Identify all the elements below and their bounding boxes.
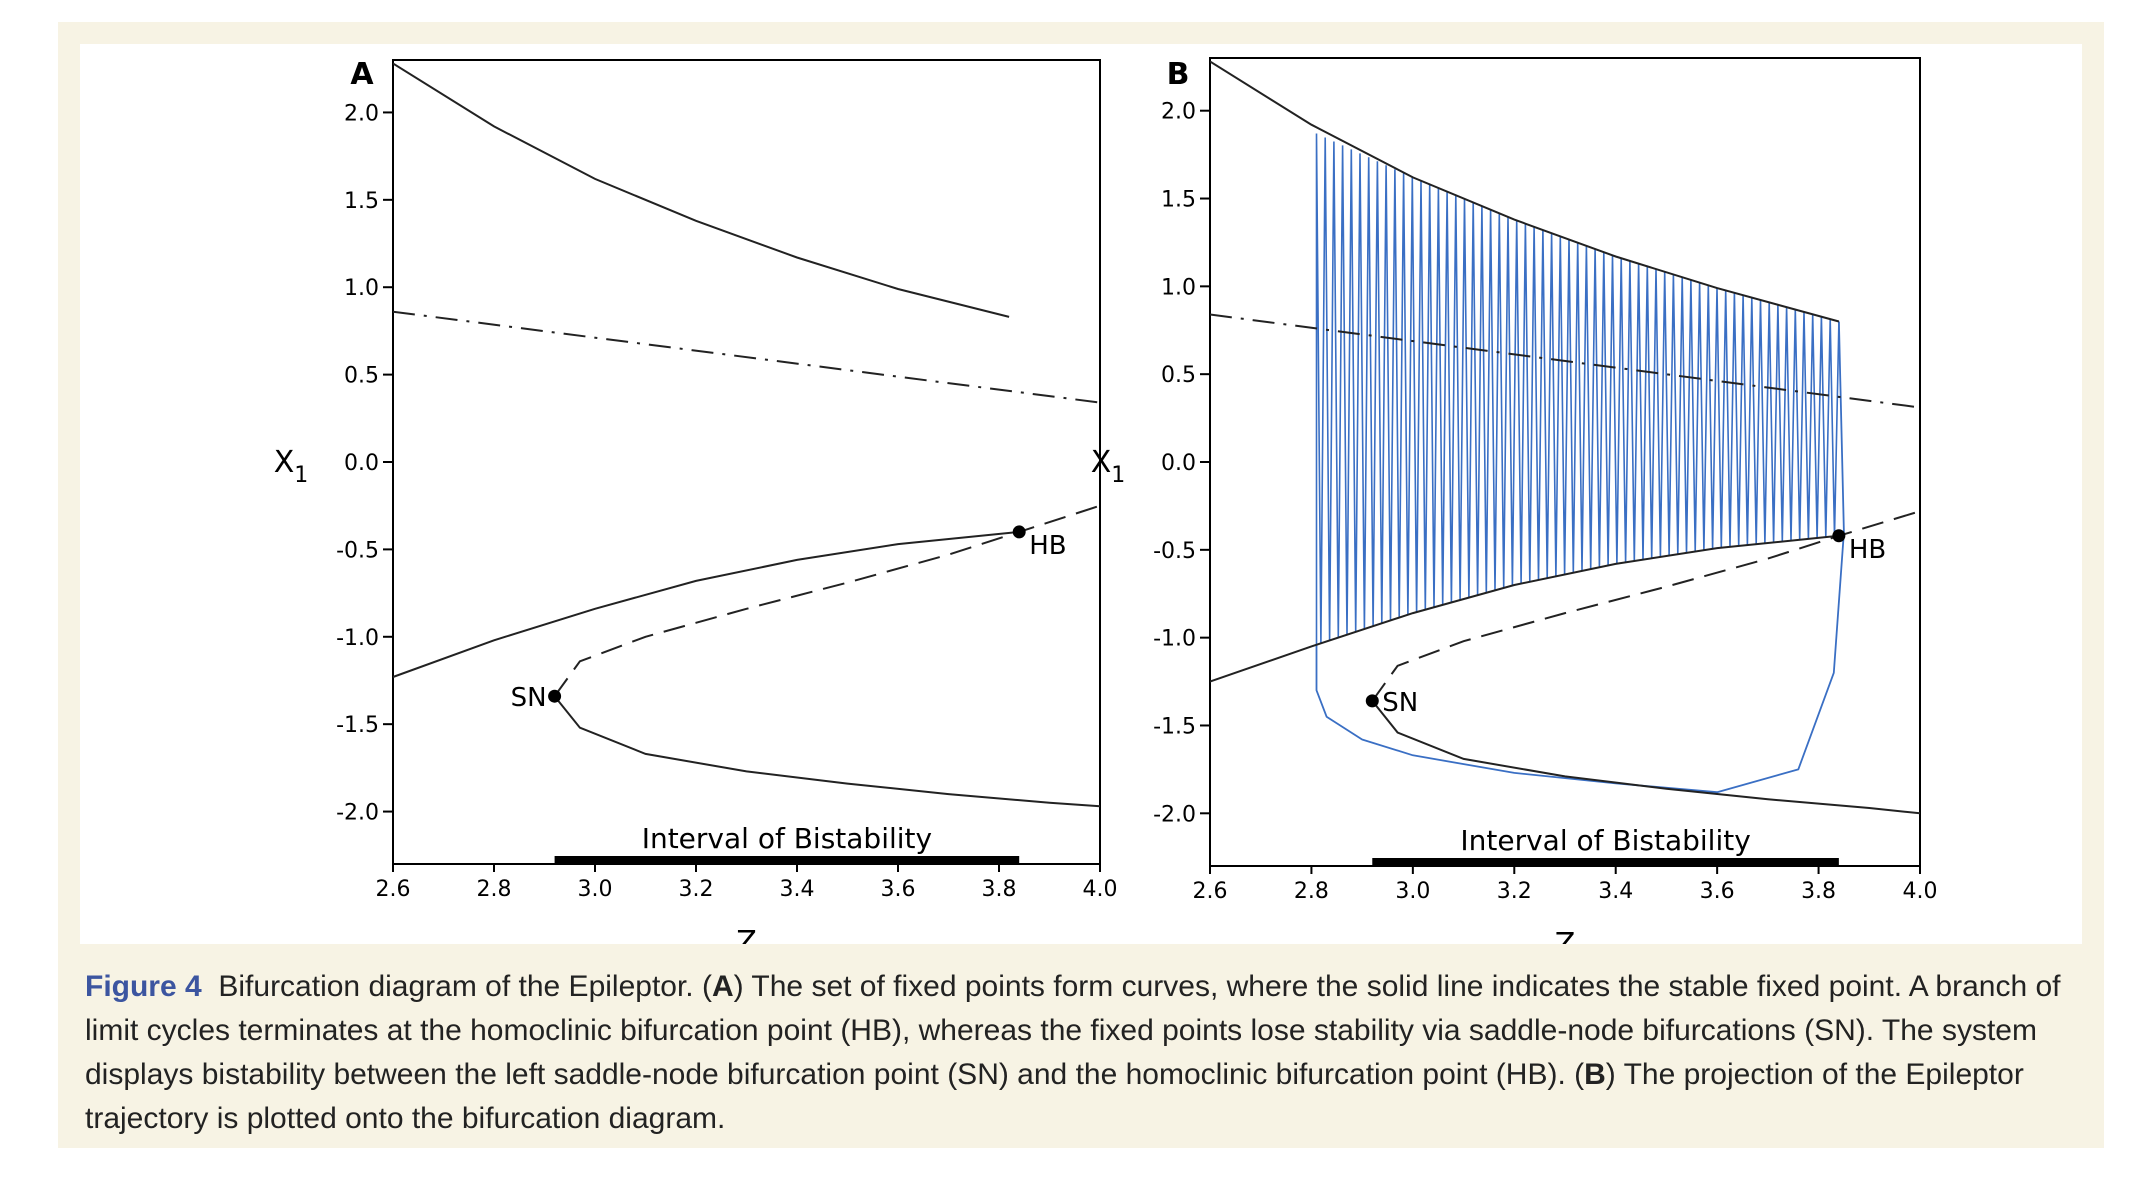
figure-label: Figure 4: [85, 970, 202, 1003]
point-hb: [1012, 525, 1026, 539]
trajectory-return-path: [1315, 321, 1845, 794]
figure-caption: Figure 4 Bifurcation diagram of the Epil…: [85, 965, 2075, 1141]
x-tick-label: 2.6: [1193, 879, 1228, 904]
plot-area: A 2.0 1.5 1.0 0.5 0.0 -0.5 -1.0 -1.5 -2.0 2.6 2.8 3.…: [80, 44, 2082, 944]
bistability-bar: [554, 856, 1020, 864]
plot-content: [393, 62, 1100, 808]
y-tick-label: -0.5: [336, 538, 379, 563]
caption-letter-b: B: [1584, 1058, 1606, 1091]
x-tick-label: 3.4: [780, 877, 815, 902]
figure-container: A 2.0 1.5 1.0 0.5 0.0 -0.5 -1.0 -1.5 -2.0 2.6 2.8 3.…: [58, 22, 2104, 1148]
y-tick-label: -2.0: [336, 801, 379, 826]
y-tick-label: 1.5: [1161, 188, 1196, 213]
x-tick-label: 3.0: [578, 877, 613, 902]
x-axis-title: Z: [1555, 927, 1576, 944]
curve-dash-dot: [1210, 313, 1920, 409]
panel-letter-a: A: [350, 57, 374, 92]
point-hb: [1832, 529, 1846, 543]
x-tick-label: 3.6: [1700, 879, 1735, 904]
y-axis-subscript: 1: [1111, 463, 1125, 488]
y-tick-label: 1.5: [344, 189, 379, 214]
x-tick-label: 3.2: [1497, 879, 1532, 904]
y-tick-label: -1.5: [1153, 714, 1196, 739]
bistability-label: Interval of Bistability: [642, 822, 932, 855]
caption-part-b: ) The projection of the Epileptor trajec…: [85, 1058, 2024, 1135]
caption-lead: Bifurcation diagram of the Epileptor. (: [218, 970, 712, 1003]
x-tick-label: 2.6: [376, 877, 411, 902]
curve-solid: [393, 530, 1020, 678]
label-sn: SN: [1382, 688, 1418, 718]
x-axis-title: Z: [736, 925, 757, 944]
x-tick-label: 3.6: [881, 877, 916, 902]
y-tick-label: -1.0: [1153, 627, 1196, 652]
curve-solid: [1210, 534, 1840, 683]
x-tick-label: 2.8: [1294, 879, 1329, 904]
x-tick-label: 2.8: [477, 877, 512, 902]
x-tick-label: 4.0: [1083, 877, 1118, 902]
y-tick-label: 0.0: [1161, 451, 1196, 476]
curve-dashed: [1371, 510, 1920, 702]
y-tick-label: 1.0: [344, 276, 379, 301]
y-tick-label: -1.0: [336, 626, 379, 651]
y-tick-label: 1.0: [1161, 275, 1196, 300]
y-tick-label: 0.5: [1161, 363, 1196, 388]
plot-content: [1210, 60, 1920, 815]
x-tick-label: 3.8: [982, 877, 1017, 902]
curve-solid: [1371, 700, 1920, 815]
label-hb: HB: [1029, 531, 1066, 561]
caption-letter-a: A: [711, 970, 734, 1003]
trajectory-oscillations: [1315, 133, 1840, 645]
curve-dash-dot: [393, 310, 1100, 404]
label-sn: SN: [511, 683, 547, 713]
y-tick-label: 0.0: [344, 451, 379, 476]
label-hb: HB: [1849, 535, 1886, 565]
y-tick-label: 2.0: [1161, 100, 1196, 125]
y-tick-label: -2.0: [1153, 802, 1196, 827]
bistability-bar: [1372, 858, 1839, 866]
x-tick-label: 4.0: [1903, 879, 1938, 904]
bistability-label: Interval of Bistability: [1460, 824, 1750, 857]
point-sn: [548, 689, 562, 703]
plot-frame: [392, 59, 1101, 865]
panel-b: B 2.0 1.5 1.0 0.5 0.0 -0.5 -1.0 -1.5 -2.0 2.6 2.8 3.…: [1091, 57, 1938, 944]
y-tick-label: -0.5: [1153, 539, 1196, 564]
x-tick-label: 3.0: [1395, 879, 1430, 904]
y-tick-label: 0.5: [344, 364, 379, 389]
x-tick-label: 3.8: [1801, 879, 1836, 904]
x-tick-label: 3.4: [1598, 879, 1633, 904]
bifurcation-figure: A 2.0 1.5 1.0 0.5 0.0 -0.5 -1.0 -1.5 -2.0 2.6 2.8 3.…: [274, 57, 1938, 944]
y-tick-label: 2.0: [344, 101, 379, 126]
y-tick-label: -1.5: [336, 713, 379, 738]
curve-solid: [553, 695, 1100, 808]
curve-solid: [1210, 60, 1840, 323]
panel-letter-b: B: [1167, 57, 1190, 92]
y-axis-subscript: 1: [294, 463, 308, 488]
panel-a: A 2.0 1.5 1.0 0.5 0.0 -0.5 -1.0 -1.5 -2.0 2.6 2.8 3.…: [274, 57, 1118, 944]
point-sn: [1365, 694, 1379, 708]
y-axis-title: X1: [1091, 445, 1126, 488]
y-axis-title: X1: [274, 445, 309, 488]
curve-dashed: [553, 504, 1100, 697]
curve-solid: [393, 62, 1010, 318]
caption-part-a: ) The set of fixed points form curves, w…: [85, 970, 2061, 1091]
x-tick-label: 3.2: [679, 877, 714, 902]
